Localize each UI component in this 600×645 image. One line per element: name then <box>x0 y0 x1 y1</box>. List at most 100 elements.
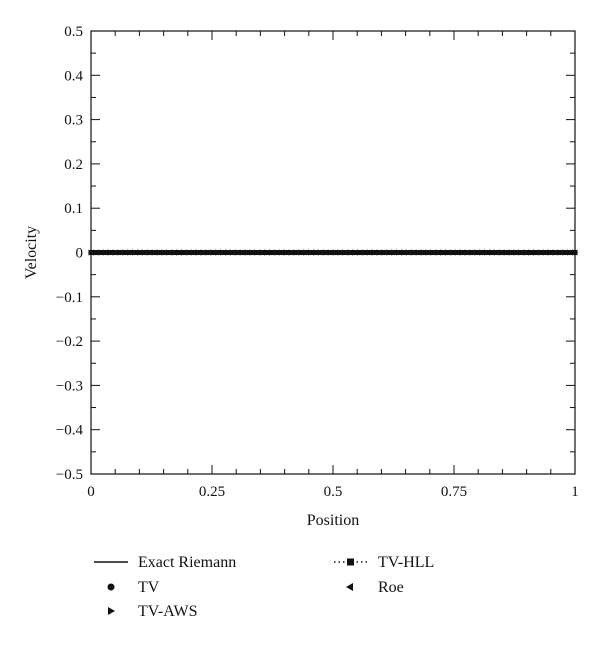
data-point <box>112 249 118 256</box>
data-point <box>386 249 392 256</box>
legend-circle-symbol <box>107 583 115 591</box>
data-point <box>244 249 250 256</box>
y-tick-label: 0.4 <box>64 68 83 84</box>
data-point <box>542 249 549 256</box>
data-point <box>503 249 510 256</box>
data-point <box>464 249 470 256</box>
x-tick-label: 0.5 <box>324 484 343 500</box>
y-tick-label: −0.3 <box>56 378 83 394</box>
y-tick-label: 0.5 <box>64 24 83 40</box>
data-point <box>430 249 436 256</box>
y-tick-label: 0.1 <box>64 201 83 217</box>
data-point <box>518 249 524 256</box>
data-point <box>254 249 260 256</box>
y-tick-label: 0 <box>76 246 84 262</box>
data-point <box>185 249 192 256</box>
legend-label: TV <box>138 579 160 596</box>
legend-item-tv-hll: TV-HLL <box>334 554 434 571</box>
data-point <box>171 249 177 256</box>
data-point <box>361 249 368 256</box>
data-point <box>327 249 334 256</box>
data-point <box>151 249 158 256</box>
data-point <box>88 249 94 256</box>
data-point <box>234 249 241 256</box>
data-point <box>200 249 206 256</box>
data-point <box>122 249 128 256</box>
data-point <box>513 249 519 256</box>
data-point <box>229 249 236 256</box>
data-point <box>264 249 270 256</box>
data-point <box>347 249 353 256</box>
data-point <box>220 249 226 256</box>
data-point <box>127 249 133 256</box>
data-point <box>107 249 114 256</box>
data-point <box>420 249 426 256</box>
legend-label: TV-AWS <box>138 603 197 620</box>
data-point <box>454 249 461 256</box>
data-point <box>312 249 319 256</box>
data-point <box>195 249 202 256</box>
data-point <box>469 249 475 256</box>
data-point <box>557 249 563 256</box>
x-tick-label: 0.25 <box>199 484 225 500</box>
data-point <box>97 249 104 256</box>
data-point <box>537 249 544 256</box>
legend-label: Exact Riemann <box>138 554 236 571</box>
data-point <box>161 249 167 256</box>
data-point <box>298 249 304 256</box>
data-point <box>498 249 505 256</box>
x-axis-ticks: 0 0.25 0.5 0.75 1 <box>87 31 579 500</box>
legend-item-tv: TV <box>107 579 160 596</box>
y-axis-ticks: −0.5 −0.4 −0.3 −0.2 −0.1 0 0.1 0.2 0.3 0.4 0.5 <box>56 24 575 483</box>
data-point <box>435 249 441 256</box>
data-point <box>205 249 211 256</box>
data-point <box>215 249 221 256</box>
data-point <box>474 249 480 256</box>
x-tick-label: 1 <box>571 484 579 500</box>
data-point <box>308 249 314 256</box>
data-point <box>552 249 558 256</box>
x-tick-label: 0.75 <box>441 484 467 500</box>
data-point <box>224 249 231 256</box>
data-point <box>268 249 275 256</box>
data-point <box>396 249 402 256</box>
legend-item-exact-riemann: Exact Riemann <box>94 554 236 571</box>
y-tick-label: −0.1 <box>56 290 83 306</box>
data-point <box>532 249 539 256</box>
data-point <box>376 249 382 256</box>
data-point <box>92 249 99 256</box>
data-point <box>278 249 285 256</box>
legend-item-tv-aws: TV-AWS <box>108 603 197 620</box>
y-axis-title: Velocity <box>23 226 40 279</box>
data-point <box>293 249 299 256</box>
data-point <box>273 249 280 256</box>
legend-item-roe: Roe <box>346 579 404 596</box>
data-point <box>117 249 123 256</box>
legend-square-symbol <box>347 558 354 566</box>
data-point <box>102 249 109 256</box>
data-point <box>371 249 378 256</box>
data-point <box>146 249 153 256</box>
data-point <box>405 249 412 256</box>
data-point <box>572 249 578 256</box>
y-tick-label: 0.2 <box>64 157 83 173</box>
data-point <box>317 249 324 256</box>
data-point <box>425 249 431 256</box>
data-point <box>259 249 265 256</box>
legend-right-triangle-symbol <box>108 607 115 615</box>
data-point <box>210 249 216 256</box>
data-point <box>239 249 246 256</box>
data-point <box>249 249 255 256</box>
y-tick-label: −0.5 <box>56 467 83 483</box>
data-point <box>132 249 138 256</box>
data-point <box>528 249 534 256</box>
data-point <box>508 249 514 256</box>
data-point <box>440 249 446 256</box>
data-point <box>567 249 573 256</box>
data-point <box>400 249 407 256</box>
data-point <box>283 249 290 256</box>
data-point <box>156 249 162 256</box>
data-point <box>523 249 529 256</box>
legend-label: Roe <box>378 579 404 596</box>
